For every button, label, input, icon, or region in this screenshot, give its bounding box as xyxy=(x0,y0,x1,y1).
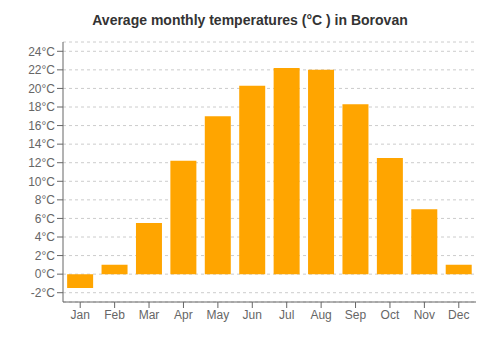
svg-text:10°C: 10°C xyxy=(28,175,55,189)
svg-text:22°C: 22°C xyxy=(28,63,55,77)
svg-text:24°C: 24°C xyxy=(28,45,55,59)
svg-text:16°C: 16°C xyxy=(28,119,55,133)
svg-text:Mar: Mar xyxy=(139,308,160,322)
svg-text:Nov: Nov xyxy=(414,308,435,322)
svg-text:8°C: 8°C xyxy=(35,193,55,207)
html-text:Average monthly temperatures (: Average monthly temperatures (°C ) in Bo… xyxy=(92,12,408,28)
svg-text:6°C: 6°C xyxy=(35,212,55,226)
svg-text:Feb: Feb xyxy=(104,308,125,322)
svg-text:Oct: Oct xyxy=(381,308,400,322)
svg-text:Jan: Jan xyxy=(71,308,90,322)
svg-text:14°C: 14°C xyxy=(28,137,55,151)
svg-text:20°C: 20°C xyxy=(28,82,55,96)
svg-text:-2°C: -2°C xyxy=(31,286,55,300)
svg-text:2°C: 2°C xyxy=(35,249,55,263)
svg-text:12°C: 12°C xyxy=(28,156,55,170)
svg-text:0°C: 0°C xyxy=(35,267,55,281)
svg-text:18°C: 18°C xyxy=(28,100,55,114)
svg-text:Aug: Aug xyxy=(310,308,331,322)
svg-text:Dec: Dec xyxy=(448,308,469,322)
svg-text:Jun: Jun xyxy=(243,308,262,322)
svg-text:Apr: Apr xyxy=(174,308,193,322)
svg-text:May: May xyxy=(207,308,230,322)
svg-text:4°C: 4°C xyxy=(35,230,55,244)
svg-text:Sep: Sep xyxy=(345,308,367,322)
svg-text:Jul: Jul xyxy=(279,308,294,322)
